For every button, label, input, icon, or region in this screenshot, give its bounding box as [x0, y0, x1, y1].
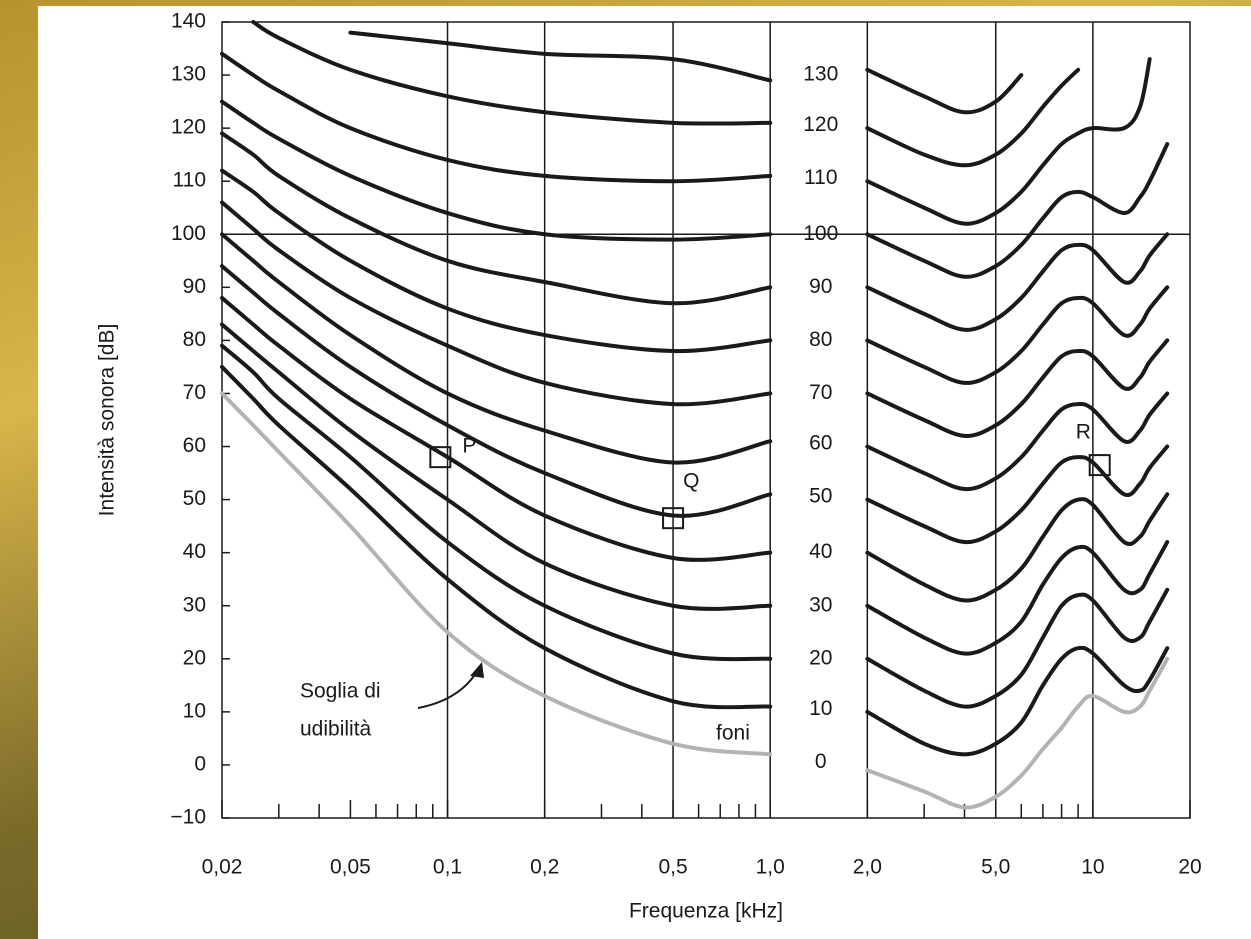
curve [220, 168, 1170, 385]
x-tick-label: 0,1 [433, 856, 462, 879]
annotation-label: R [1076, 421, 1091, 444]
x-tick-label: 0,05 [330, 856, 371, 879]
x-tick-label: 10 [1081, 856, 1104, 879]
curve-label: 0 [815, 750, 827, 773]
curve [220, 200, 1170, 438]
curve [220, 51, 1152, 226]
curve [220, 99, 1170, 279]
x-tick-label: 2,0 [853, 856, 882, 879]
curve-label: 50 [809, 484, 832, 507]
curve [251, 20, 1081, 168]
curve-label: 10 [809, 697, 832, 720]
x-tick-label: 0,02 [202, 856, 243, 879]
annotation-marker [429, 446, 452, 469]
curve-label: 60 [809, 431, 832, 454]
annotation-marker [1088, 454, 1111, 477]
curve-label: 70 [809, 381, 832, 404]
y-tick-label: 0 [194, 752, 206, 775]
white-panel [38, 6, 1251, 939]
y-tick-label: 100 [171, 222, 206, 245]
curve [220, 131, 1170, 332]
x-tick-label: 1,0 [756, 856, 785, 879]
y-tick-label: 40 [183, 540, 206, 563]
annotation-marker [662, 507, 685, 530]
plot-frame [221, 21, 1191, 819]
x-axis-label: Frequenza [kHz] [629, 900, 783, 923]
annotation-label: P [462, 435, 476, 458]
x-tick-label: 5,0 [981, 856, 1010, 879]
threshold-label: udibilità [300, 718, 372, 741]
curve-label: 110 [804, 166, 837, 189]
y-tick-label: 60 [183, 434, 206, 457]
y-tick-label: 130 [171, 63, 206, 86]
y-axis-label: Intensità sonora [dB] [96, 324, 119, 517]
x-tick-label: 0,5 [658, 856, 687, 879]
y-tick-label: 90 [183, 275, 206, 298]
curve [348, 30, 1024, 115]
curve-label: 120 [803, 113, 838, 136]
curve-label: 100 [803, 222, 838, 245]
y-tick-label: −10 [170, 806, 206, 829]
curve-label: 20 [809, 646, 832, 669]
x-tick-label: 20 [1178, 856, 1201, 879]
y-tick-label: 70 [183, 381, 206, 404]
curve-label: 130 [803, 63, 838, 86]
y-tick-label: 120 [171, 116, 206, 139]
curve [220, 232, 1170, 492]
curve-label: 90 [809, 275, 832, 298]
y-tick-label: 80 [183, 328, 206, 351]
annotation-label: Q [683, 470, 699, 493]
y-tick-label: 140 [171, 10, 206, 33]
threshold-arrowhead [470, 662, 484, 678]
curve-label: 40 [809, 540, 832, 563]
y-tick-label: 110 [173, 169, 206, 192]
curve-label: 80 [809, 328, 832, 351]
curve [220, 264, 1170, 545]
curve [220, 343, 1170, 709]
curve-label: 30 [809, 593, 832, 616]
threshold-label: Soglia di [300, 680, 381, 703]
y-tick-label: 30 [183, 593, 206, 616]
x-tick-label: 0,2 [530, 856, 559, 879]
curve [220, 364, 1170, 757]
curve [220, 322, 1170, 656]
y-tick-label: 20 [183, 646, 206, 669]
curve [220, 391, 1170, 810]
unit-label: foni [716, 722, 750, 745]
y-tick-label: 50 [183, 487, 206, 510]
y-tick-label: 10 [183, 699, 206, 722]
